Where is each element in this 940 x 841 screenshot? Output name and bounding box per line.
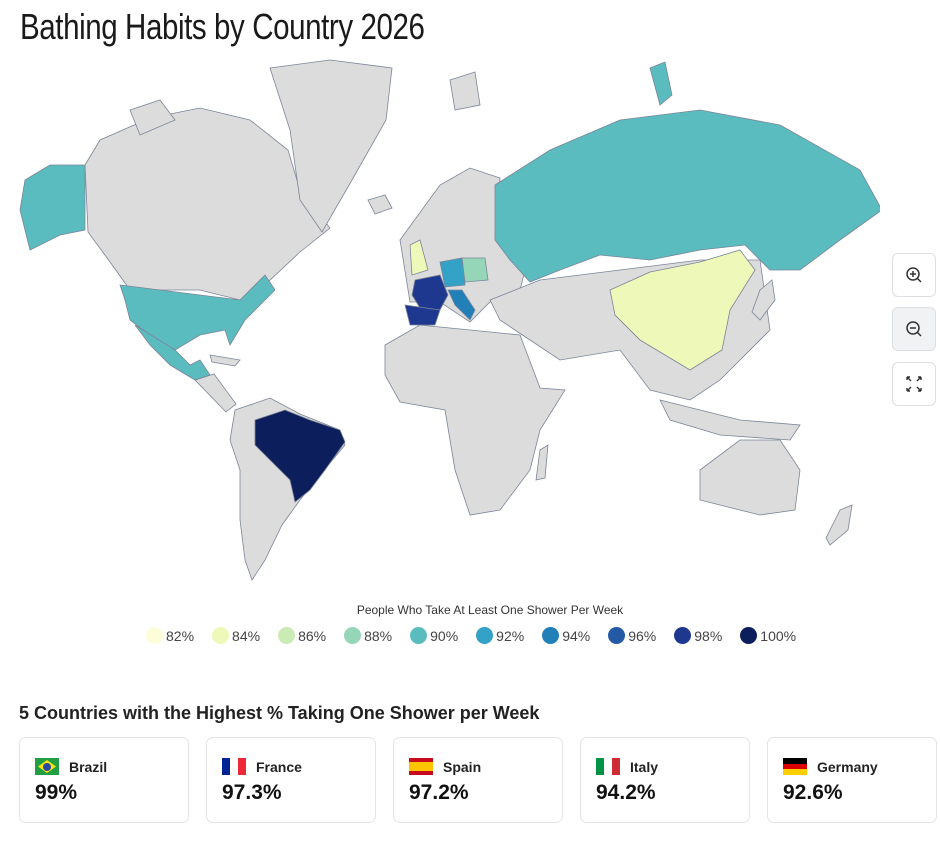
canada[interactable]: [84, 107, 331, 301]
flag-br-icon: [35, 758, 59, 775]
world-map[interactable]: [0, 55, 880, 595]
new-zealand[interactable]: [825, 504, 853, 546]
country-card: Spain 97.2%: [393, 737, 563, 823]
legend-item[interactable]: 98%: [674, 627, 722, 644]
flag-de-icon: [783, 758, 807, 775]
top5-heading: 5 Countries with the Highest % Taking On…: [19, 703, 540, 723]
zoom-in-button[interactable]: [892, 253, 936, 297]
madagascar[interactable]: [535, 444, 549, 481]
greenland[interactable]: [269, 59, 393, 233]
legend-swatch: [212, 627, 230, 644]
central-america[interactable]: [194, 373, 237, 413]
country-germany[interactable]: [439, 257, 466, 288]
japan[interactable]: [751, 279, 776, 321]
australia[interactable]: [699, 439, 801, 516]
country-card: Germany 92.6%: [767, 737, 937, 823]
flag-it-icon: [596, 758, 620, 775]
svalbard-islands[interactable]: [449, 71, 481, 111]
zoom-in-icon: [906, 267, 922, 283]
legend-label: 88%: [364, 627, 393, 644]
country-card: Brazil 99%: [19, 737, 189, 823]
card-value: 99%: [35, 781, 78, 804]
expand-icon: [906, 376, 922, 392]
country-poland[interactable]: [461, 257, 489, 283]
legend-item[interactable]: 84%: [212, 627, 260, 644]
legend-swatch: [344, 627, 362, 644]
legend-swatch: [740, 627, 758, 644]
legend-label: 100%: [760, 627, 797, 644]
country-mexico[interactable]: [134, 324, 211, 381]
africa[interactable]: [384, 324, 566, 516]
country-uk[interactable]: [409, 239, 429, 276]
legend-label: 96%: [628, 627, 657, 644]
arctic-islands[interactable]: [129, 99, 176, 136]
legend-label: 92%: [496, 627, 525, 644]
legend-item[interactable]: 90%: [410, 627, 458, 644]
legend-label: 94%: [562, 627, 591, 644]
country-usa-alaska[interactable]: [19, 164, 86, 251]
legend-item[interactable]: 100%: [740, 627, 796, 644]
country-brazil[interactable]: [254, 409, 346, 503]
card-header: Brazil: [35, 758, 188, 775]
legend-item[interactable]: 96%: [608, 627, 656, 644]
card-header: Italy: [596, 758, 749, 775]
country-russia-novaya-zemlya[interactable]: [649, 61, 673, 106]
legend-swatch: [410, 627, 428, 644]
cuba[interactable]: [209, 354, 241, 367]
legend-swatch: [476, 627, 494, 644]
page-title: Bathing Habits by Country 2026: [20, 6, 425, 47]
legend-swatch: [278, 627, 296, 644]
country-card: Italy 94.2%: [580, 737, 750, 823]
legend-swatch: [542, 627, 560, 644]
fullscreen-button[interactable]: [892, 362, 936, 406]
legend-item[interactable]: 82%: [146, 627, 194, 644]
legend-label: 84%: [232, 627, 261, 644]
legend-swatch: [674, 627, 692, 644]
legend-item[interactable]: 88%: [344, 627, 392, 644]
legend: 82% 84% 86% 88% 90% 92% 94% 96% 98% 100%: [146, 627, 814, 644]
card-header: France: [222, 758, 375, 775]
legend-title: People Who Take At Least One Shower Per …: [356, 603, 624, 617]
country-russia[interactable]: [494, 109, 880, 283]
iceland[interactable]: [367, 194, 393, 215]
card-value: 97.3%: [222, 781, 282, 804]
legend-swatch: [146, 627, 163, 644]
country-italy[interactable]: [447, 289, 476, 321]
country-usa[interactable]: [119, 274, 276, 351]
card-header: Germany: [783, 758, 936, 775]
legend-item[interactable]: 86%: [278, 627, 326, 644]
card-country: Italy: [630, 758, 659, 775]
flag-fr-icon: [222, 758, 246, 775]
zoom-out-button[interactable]: [892, 307, 936, 351]
legend-item[interactable]: 92%: [476, 627, 524, 644]
card-value: 94.2%: [596, 781, 656, 804]
flag-es-icon: [409, 758, 433, 775]
card-value: 97.2%: [409, 781, 469, 804]
country-china[interactable]: [609, 249, 756, 371]
card-country: Spain: [443, 758, 482, 775]
card-value: 92.6%: [783, 781, 843, 804]
country-spain[interactable]: [404, 304, 441, 326]
legend-label: 82%: [166, 627, 195, 644]
indonesia[interactable]: [659, 399, 801, 441]
card-header: Spain: [409, 758, 562, 775]
card-country: Germany: [817, 758, 878, 775]
top5-cards: Brazil 99% France 97.3% Spain 97.2% Italy 94.2%…: [19, 737, 937, 823]
zoom-out-icon: [906, 321, 922, 337]
legend-label: 90%: [430, 627, 459, 644]
legend-label: 86%: [298, 627, 327, 644]
legend-item[interactable]: 94%: [542, 627, 590, 644]
country-card: France 97.3%: [206, 737, 376, 823]
card-country: France: [256, 758, 302, 775]
card-country: Brazil: [69, 758, 108, 775]
legend-label: 98%: [694, 627, 723, 644]
legend-swatch: [608, 627, 626, 644]
